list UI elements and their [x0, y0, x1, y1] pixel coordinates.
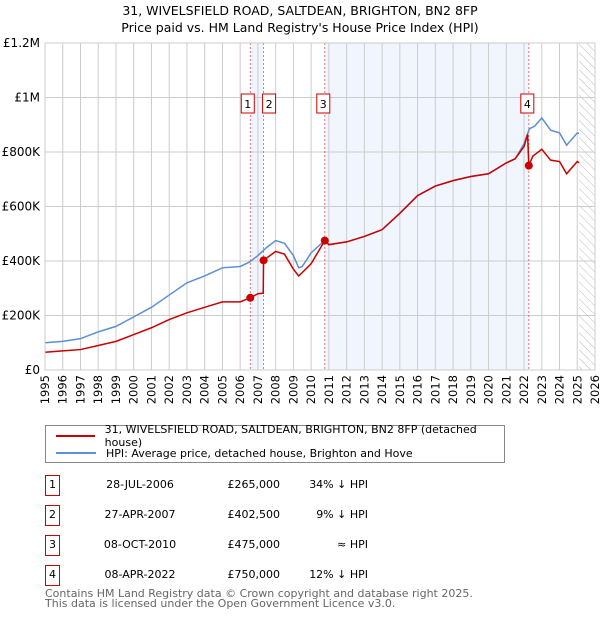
table-row: 2 27-APR-2007 £402,500 9% ↓ HPI	[45, 505, 445, 526]
sale-label-box	[520, 93, 535, 114]
x-tick-label: 2008	[269, 375, 283, 404]
x-tick-label: 1998	[91, 375, 105, 404]
sale-label: 4	[524, 98, 531, 111]
x-tick-label: 2019	[464, 375, 478, 404]
x-tick-label: 2013	[357, 375, 371, 404]
sale-price: £475,000	[227, 538, 281, 551]
footer: Contains HM Land Registry data © Crown c…	[45, 587, 473, 610]
sale-price: £750,000	[227, 568, 281, 581]
x-tick-label: 2023	[535, 375, 549, 404]
sale-marker-badge: 4	[45, 565, 60, 586]
x-tick-label: 2024	[553, 375, 567, 404]
x-tick-label: 2010	[304, 375, 318, 404]
x-tick-label: 2005	[215, 375, 229, 404]
x-tick-label: 2000	[127, 375, 141, 404]
x-tick-label: 2020	[482, 375, 496, 404]
x-tick-label: 1996	[56, 375, 70, 404]
sale-marker-badge: 2	[45, 505, 60, 526]
sale-point	[524, 161, 533, 170]
sale-date: 08-OCT-2010	[103, 538, 177, 551]
sale-price: £265,000	[227, 478, 281, 491]
x-tick-label: 2006	[233, 375, 247, 404]
sale-date: 28-JUL-2006	[106, 478, 174, 491]
y-tick-label: £200K	[2, 309, 42, 323]
x-tick-label: 2021	[499, 375, 513, 404]
y-tick-label: £600K	[2, 200, 42, 214]
x-tick-label: 2017	[428, 375, 442, 404]
price-chart: 1995 1996 1997 1998 1999 2000 2001 2002 2003 2004…	[2, 36, 600, 404]
x-tick-label: 2012	[340, 375, 354, 404]
legend-item-hpi: HPI: Average price, detached house, Brig…	[56, 445, 413, 461]
x-tick-label: 2002	[162, 375, 176, 404]
footer-copyright: Contains HM Land Registry data © Crown c…	[45, 587, 473, 600]
sale-point	[259, 256, 268, 265]
legend-label: HPI: Average price, detached house, Brig…	[106, 446, 413, 460]
y-tick-label: £400K	[2, 254, 42, 268]
x-tick-label: 2022	[517, 375, 531, 404]
sale-hpi-diff: ≈ HPI	[337, 538, 368, 551]
x-tick-label: 2025	[570, 375, 584, 404]
y-tick-label: £1.2M	[3, 36, 40, 50]
sale-label-box	[316, 93, 331, 114]
sale-label-box	[240, 93, 255, 114]
x-tick-label: 2004	[198, 375, 212, 404]
y-tick-label: £1M	[14, 91, 40, 105]
x-tick-label: 2007	[251, 375, 265, 404]
sale-hpi-diff: 12% ↓ HPI	[309, 568, 368, 581]
chart-titles: 31, WIVELSFIELD ROAD, SALTDEAN, BRIGHTON…	[0, 2, 600, 36]
table-row: 3 08-OCT-2010 £475,000 ≈ HPI	[45, 535, 445, 556]
sale-label: 3	[320, 98, 327, 111]
sale-marker-badge: 1	[45, 475, 60, 496]
sale-marker-badge: 3	[45, 535, 60, 556]
x-tick-label: 2003	[180, 375, 194, 404]
x-tick-label: 2001	[144, 375, 158, 404]
x-tick-label: 2011	[322, 375, 336, 404]
legend-swatch-red	[56, 435, 95, 437]
x-tick-label: 2016	[411, 375, 425, 404]
sale-label-box	[262, 93, 277, 114]
legend-swatch-blue	[56, 452, 96, 454]
sale-hpi-diff: 9% ↓ HPI	[316, 508, 368, 521]
x-tick-label: 1999	[109, 375, 123, 404]
x-tick-label: 1997	[73, 375, 87, 404]
legend: 31, WIVELSFIELD ROAD, SALTDEAN, BRIGHTON…	[45, 423, 505, 463]
chart-subtitle: Price paid vs. HM Land Registry's House …	[121, 20, 479, 35]
x-tick-label: 1995	[38, 375, 52, 404]
sale-point	[246, 293, 255, 302]
legend-label: 31, WIVELSFIELD ROAD, SALTDEAN, BRIGHTON…	[104, 423, 477, 449]
sale-price: £402,500	[227, 508, 281, 521]
table-row: 1 28-JUL-2006 £265,000 34% ↓ HPI	[45, 475, 445, 496]
x-tick-label: 2018	[446, 375, 460, 404]
y-tick-label: £0	[25, 363, 40, 377]
sale-hpi-diff: 34% ↓ HPI	[309, 478, 368, 491]
x-tick-label: 2026	[588, 375, 600, 404]
sale-point	[320, 236, 329, 245]
sale-label: 1	[244, 98, 251, 111]
x-tick-label: 2014	[375, 375, 389, 404]
plot-border	[44, 42, 596, 371]
sale-date: 27-APR-2007	[104, 508, 176, 521]
legend-item-property: 31, WIVELSFIELD ROAD, SALTDEAN, BRIGHTON…	[56, 423, 504, 449]
table-row: 4 08-APR-2022 £750,000 12% ↓ HPI	[45, 565, 445, 586]
chart-title: 31, WIVELSFIELD ROAD, SALTDEAN, BRIGHTON…	[122, 3, 478, 18]
footer-licence: This data is licensed under the Open Gov…	[45, 597, 396, 610]
x-tick-label: 2015	[393, 375, 407, 404]
sale-label: 2	[266, 98, 273, 111]
sale-date: 08-APR-2022	[104, 568, 176, 581]
y-tick-label: £800K	[2, 145, 42, 159]
x-tick-label: 2009	[286, 375, 300, 404]
